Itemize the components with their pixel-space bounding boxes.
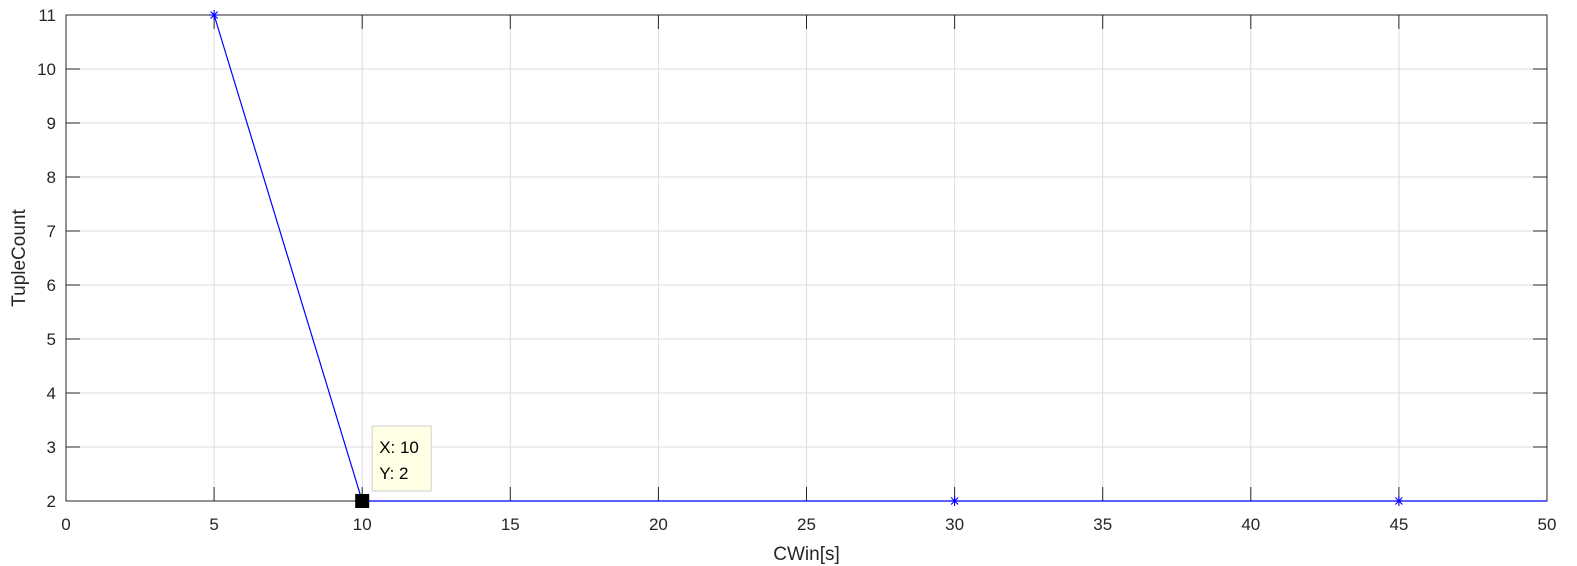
- y-tick-label: 8: [47, 168, 56, 187]
- datatip-y-text: Y: 2: [379, 464, 408, 483]
- y-tick-label: 2: [47, 492, 56, 511]
- datatip[interactable]: X: 10 Y: 2: [355, 425, 432, 508]
- datatip-x-text: X: 10: [379, 438, 419, 457]
- datatip-box: [371, 425, 432, 492]
- x-axis-label: CWin[s]: [773, 544, 840, 565]
- x-tick-label: 45: [1389, 515, 1408, 534]
- x-tick-label: 35: [1093, 515, 1112, 534]
- data-point-marker: [949, 496, 960, 506]
- x-tick-label: 5: [209, 515, 218, 534]
- data-point-marker: [209, 10, 220, 20]
- y-tick-label: 9: [47, 114, 56, 133]
- y-tick-label: 6: [47, 276, 56, 295]
- y-tick-label: 7: [47, 222, 56, 241]
- y-tick-label: 10: [37, 60, 56, 79]
- x-tick-label: 30: [945, 515, 964, 534]
- x-tick-label: 10: [353, 515, 372, 534]
- x-tick-label: 25: [797, 515, 816, 534]
- x-tick-label: 0: [61, 515, 70, 534]
- x-tick-label: 15: [501, 515, 520, 534]
- data-point-marker: [1393, 496, 1404, 506]
- datatip-marker[interactable]: [355, 494, 370, 508]
- x-tick-label: 40: [1241, 515, 1260, 534]
- y-tick-label: 11: [38, 6, 56, 25]
- y-tick-label: 5: [47, 330, 56, 349]
- y-axis-label: TupleCount: [9, 209, 30, 307]
- y-tick-label: 4: [47, 384, 56, 403]
- x-tick-label: 20: [649, 515, 668, 534]
- y-tick-label: 3: [47, 438, 56, 457]
- x-tick-label: 50: [1538, 515, 1557, 534]
